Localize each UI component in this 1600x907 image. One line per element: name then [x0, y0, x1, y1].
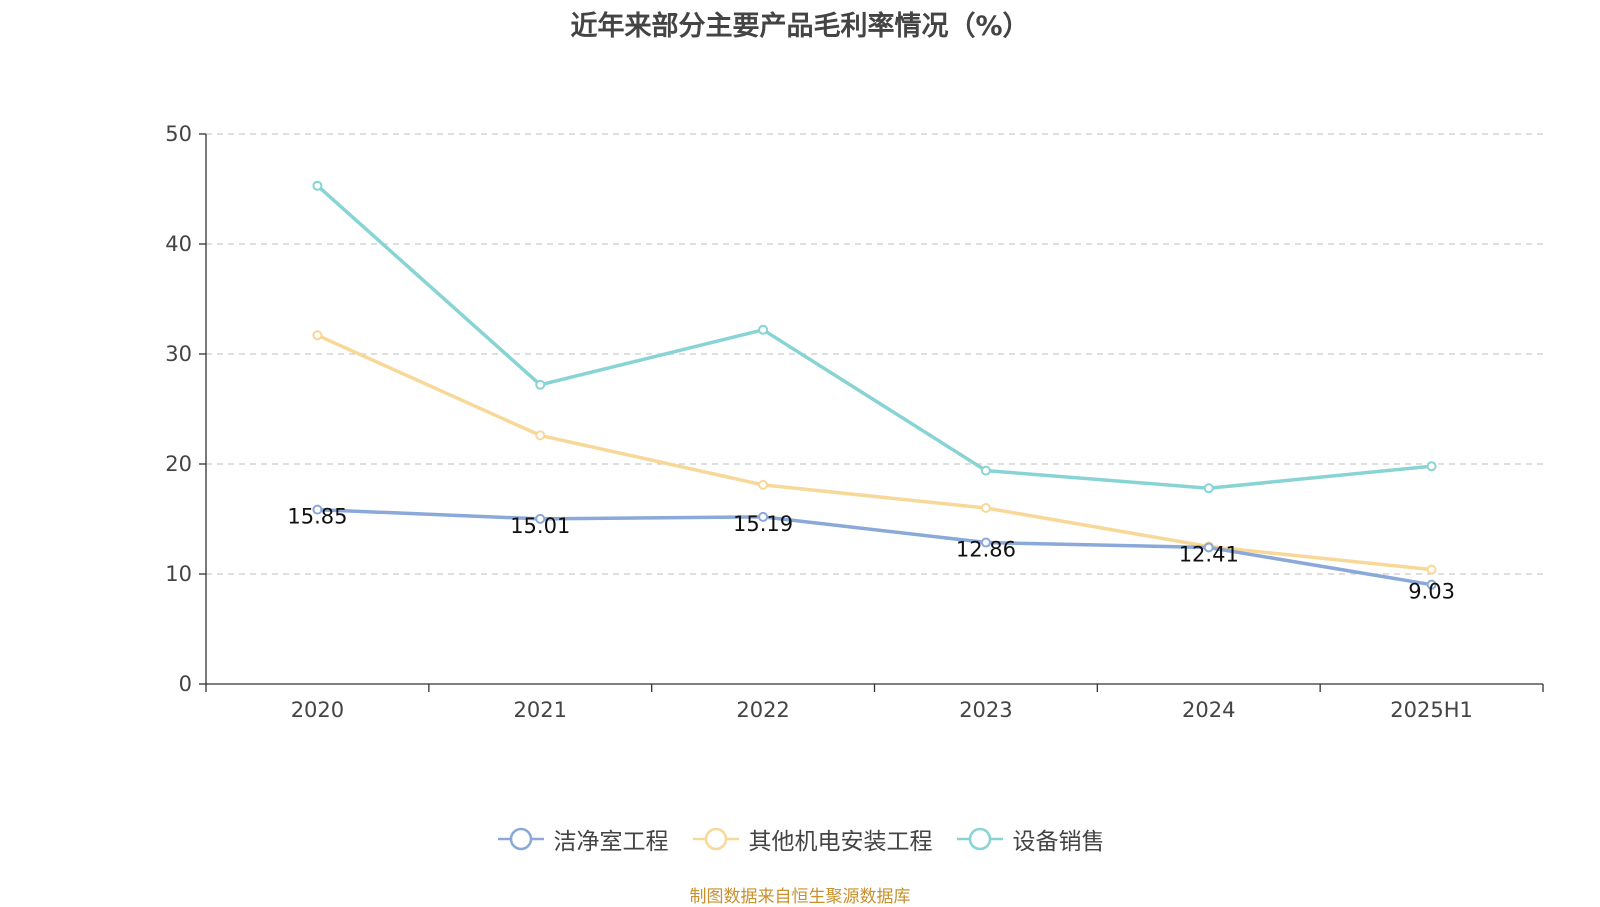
data-point — [758, 479, 769, 490]
data-label: 9.03 — [1408, 580, 1455, 604]
data-point — [1203, 483, 1214, 494]
series-line — [317, 507, 1432, 587]
legend-item[interactable]: 其他机电安装工程 — [691, 822, 933, 856]
data-label: 15.19 — [733, 512, 793, 536]
legend-item[interactable]: 设备销售 — [955, 822, 1105, 856]
x-tick-label: 2023 — [959, 698, 1012, 722]
data-point — [1426, 579, 1437, 590]
y-tick-label: 40 — [165, 232, 192, 256]
data-label: 12.86 — [956, 538, 1016, 562]
data-point — [312, 504, 323, 515]
legend-swatch-icon — [956, 827, 1003, 851]
data-point — [758, 511, 769, 522]
legend-swatch-icon — [692, 827, 739, 851]
y-tick-label: 50 — [165, 122, 192, 146]
data-point — [535, 513, 546, 524]
legend-label: 洁净室工程 — [553, 829, 669, 855]
legend-label: 其他机电安装工程 — [748, 829, 933, 855]
series-line — [316, 333, 1432, 572]
legend-item[interactable]: 洁净室工程 — [496, 822, 669, 856]
data-point — [758, 324, 769, 335]
data-point — [980, 465, 991, 476]
data-point — [535, 379, 546, 390]
data-point — [1426, 461, 1437, 472]
y-tick-label: 10 — [165, 562, 192, 586]
data-point — [980, 503, 991, 513]
data-label: 15.01 — [510, 514, 570, 538]
x-tick-label: 2021 — [514, 698, 567, 722]
data-label: 12.41 — [1179, 542, 1239, 566]
x-tick-label: 2025H1 — [1390, 698, 1473, 722]
y-tick-label: 0 — [179, 672, 192, 696]
legend-swatch-icon — [497, 827, 544, 851]
series-line — [316, 184, 1432, 490]
legend-label: 设备销售 — [1012, 829, 1105, 855]
data-point — [1203, 542, 1214, 553]
chart-title: 近年来部分主要产品毛利率情况（%） — [570, 11, 1030, 42]
y-tick-label: 30 — [165, 342, 192, 366]
data-point — [312, 330, 323, 341]
legend: 洁净室工程 其他机电安装工程 设备销售 — [0, 822, 1600, 856]
data-point — [535, 430, 546, 441]
source-note: 制图数据来自恒生聚源数据库 — [689, 887, 911, 907]
x-tick-label: 2024 — [1182, 698, 1235, 722]
x-tick-label: 2022 — [736, 698, 789, 722]
x-tick-label: 2020 — [291, 698, 344, 722]
data-point — [1426, 564, 1437, 575]
y-tick-label: 20 — [165, 452, 192, 476]
data-point — [980, 537, 991, 548]
data-label: 15.85 — [287, 505, 347, 529]
data-point — [312, 180, 323, 191]
